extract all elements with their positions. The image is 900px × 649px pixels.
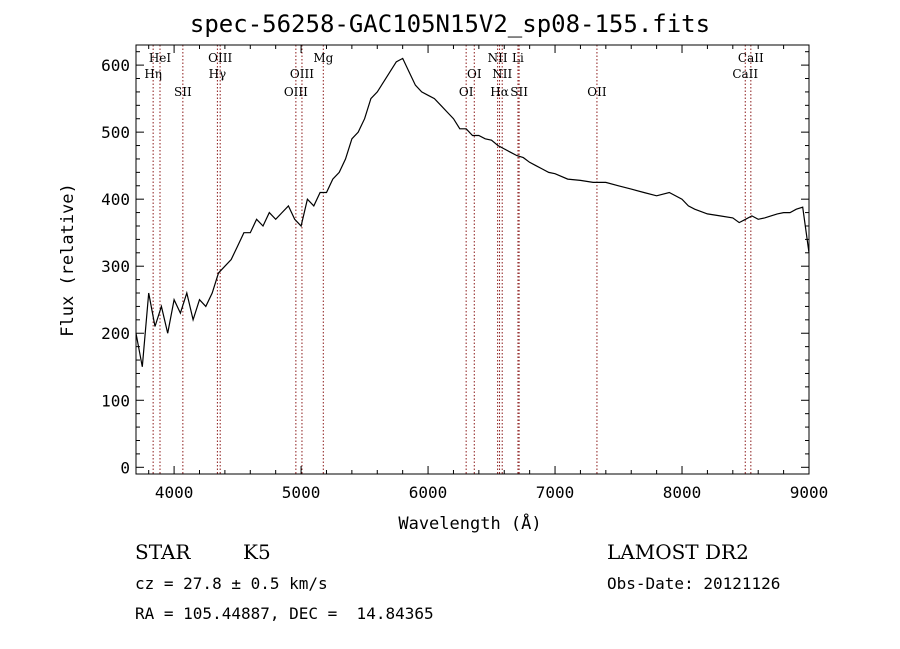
line-marker-label: Hα (490, 85, 509, 99)
line-marker-label: OIII (284, 85, 308, 99)
line-marker-label: Hγ (209, 67, 227, 81)
y-tick-label: 600 (101, 56, 130, 75)
spectrum-line (135, 57, 810, 367)
object-subclass: K5 (243, 540, 271, 564)
x-tick-label: 4000 (155, 483, 194, 502)
line-marker-label: OIII (290, 67, 314, 81)
line-marker-label: Hη (144, 67, 162, 81)
redshift-velocity: cz = 27.8 ± 0.5 km/s (135, 574, 328, 593)
line-marker-label: NII (488, 51, 508, 65)
y-tick-label: 500 (101, 123, 130, 142)
x-tick-label: 7000 (536, 483, 575, 502)
line-marker-label: CaII (738, 51, 764, 65)
object-class: STAR (135, 540, 191, 564)
y-tick-label: 100 (101, 391, 130, 410)
y-tick-label: 300 (101, 257, 130, 276)
line-marker-label: SII (510, 85, 528, 99)
y-axis-label: Flux (relative) (58, 183, 78, 337)
line-marker-label: OII (587, 85, 607, 99)
line-marker-label: OI (459, 85, 474, 99)
line-marker-label: HeI (149, 51, 172, 65)
line-marker-label: OIII (208, 51, 232, 65)
coordinates: RA = 105.44887, DEC = 14.84365 (135, 604, 434, 623)
axis-ticks: 4000 5000 6000 7000 8000 9000 0 100 200 300 400 500… (101, 45, 828, 502)
y-tick-label: 400 (101, 190, 130, 209)
x-axis-label: Wavelength (Å) (398, 512, 541, 534)
line-marker-label: NII (492, 67, 512, 81)
x-tick-label: 8000 (663, 483, 702, 502)
x-tick-label: 6000 (409, 483, 448, 502)
x-tick-label: 9000 (790, 483, 829, 502)
line-marker-label: Li (512, 51, 524, 65)
observation-date: Obs-Date: 20121126 (607, 574, 781, 593)
line-marker-label: SII (174, 85, 192, 99)
survey-name: LAMOST DR2 (607, 540, 749, 564)
y-tick-label: 200 (101, 324, 130, 343)
plot-frame (135, 44, 810, 475)
line-marker-label: OI (467, 67, 482, 81)
line-marker-label: Mg (313, 51, 333, 65)
chart-title: spec-56258-GAC105N15V2_sp08-155.fits (189, 10, 711, 38)
y-tick-label: 0 (120, 458, 130, 477)
line-marker-label: CaII (732, 67, 758, 81)
x-tick-label: 5000 (282, 483, 321, 502)
